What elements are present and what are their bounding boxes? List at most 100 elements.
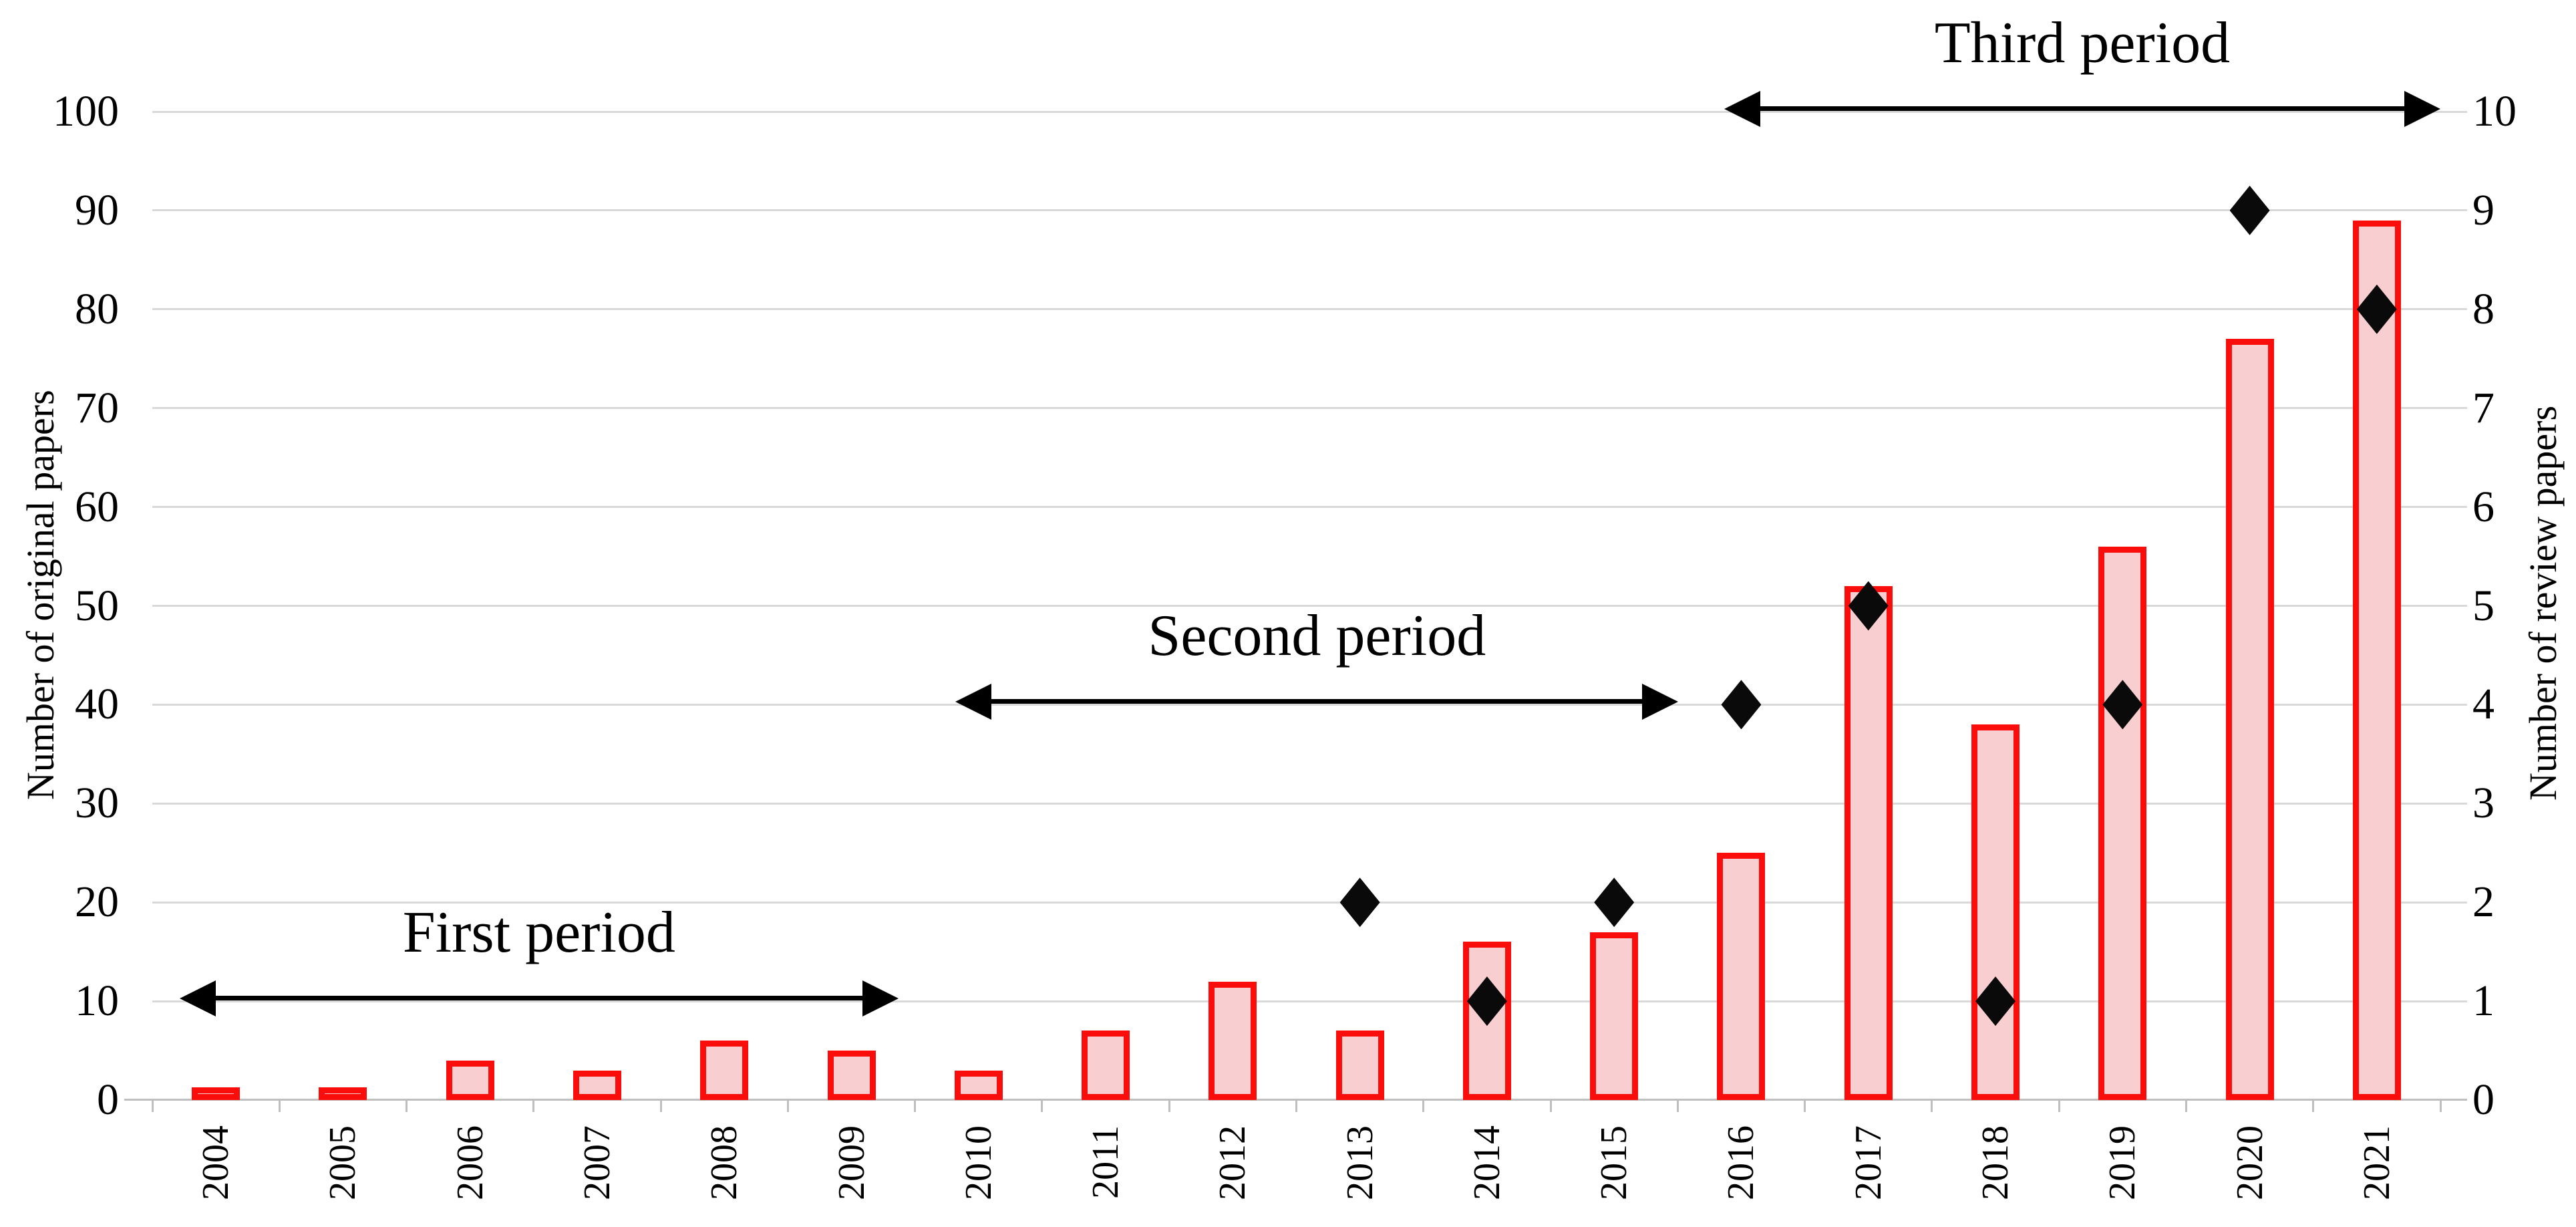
- bar-2007: [573, 1070, 621, 1100]
- marker-2020: [2229, 185, 2270, 235]
- x-axis-label-2011: 2011: [1085, 1125, 1127, 1199]
- gridline-90: [152, 209, 2467, 212]
- right-axis-tick-4: 4: [2472, 680, 2494, 729]
- arrow-right-head-icon: [2404, 91, 2440, 127]
- x-axis-label-2016: 2016: [1720, 1125, 1762, 1200]
- bar-2017: [1844, 585, 1893, 1100]
- left-axis-tick-80: 80: [75, 284, 119, 333]
- marker-2015: [1594, 877, 1635, 928]
- bar-2015: [1590, 932, 1639, 1100]
- bar-2020: [2225, 339, 2274, 1100]
- bar-2013: [1335, 1031, 1384, 1100]
- x-axis-tick: [1168, 1100, 1170, 1112]
- x-axis-tick: [1931, 1100, 1933, 1112]
- x-axis-tick: [1676, 1100, 1679, 1112]
- x-axis-label-2018: 2018: [1975, 1125, 2017, 1200]
- x-axis-label-2004: 2004: [195, 1125, 237, 1200]
- x-axis-tick: [1549, 1100, 1552, 1112]
- x-axis-tick: [1422, 1100, 1425, 1112]
- bar-2011: [1082, 1031, 1130, 1100]
- right-axis-tick-3: 3: [2472, 779, 2494, 828]
- x-axis-label-2010: 2010: [957, 1125, 999, 1200]
- gridline-20: [152, 901, 2467, 904]
- x-axis-tick: [278, 1100, 281, 1112]
- x-axis-tick: [2185, 1100, 2187, 1112]
- x-axis-tick: [151, 1100, 154, 1112]
- x-axis-label-2012: 2012: [1212, 1125, 1254, 1200]
- arrow-right-head-icon: [1642, 684, 1679, 720]
- bar-2012: [1209, 981, 1257, 1100]
- gridline-50: [152, 605, 2467, 607]
- period-arrow-shaft-3: [1754, 106, 2410, 111]
- bar-2009: [827, 1051, 876, 1100]
- x-axis-label-2013: 2013: [1339, 1125, 1381, 1200]
- gridline-40: [152, 703, 2467, 706]
- x-axis-label-2009: 2009: [830, 1125, 872, 1200]
- arrow-left-head-icon: [180, 980, 216, 1017]
- bar-2010: [954, 1070, 1003, 1100]
- x-axis-label-2015: 2015: [1593, 1125, 1635, 1200]
- x-axis-label-2006: 2006: [449, 1125, 491, 1200]
- x-axis-label-2020: 2020: [2229, 1125, 2271, 1200]
- x-axis-label-2019: 2019: [2102, 1125, 2144, 1200]
- right-axis-tick-8: 8: [2472, 284, 2494, 333]
- x-axis-label-2021: 2021: [2356, 1125, 2398, 1200]
- left-axis-tick-100: 100: [53, 87, 119, 136]
- right-axis-tick-1: 1: [2472, 976, 2494, 1026]
- right-axis-tick-7: 7: [2472, 383, 2494, 432]
- x-axis-tick: [659, 1100, 662, 1112]
- period-arrow-shaft-1: [210, 996, 868, 1001]
- bar-2006: [446, 1060, 494, 1100]
- gridline-10: [152, 1000, 2467, 1002]
- x-axis-tick: [1295, 1100, 1297, 1112]
- x-axis-tick: [2439, 1100, 2442, 1112]
- x-axis-label-2017: 2017: [1847, 1125, 1889, 1200]
- x-axis-tick: [1041, 1100, 1043, 1112]
- bar-2008: [700, 1041, 749, 1100]
- x-axis-tick: [2058, 1100, 2060, 1112]
- x-axis-tick: [914, 1100, 917, 1112]
- bar-2004: [192, 1087, 240, 1100]
- right-axis-tick-0: 0: [2472, 1075, 2494, 1124]
- x-axis-tick: [406, 1100, 408, 1112]
- period-label-1: First period: [402, 900, 675, 966]
- marker-2013: [1339, 877, 1380, 928]
- bar-2018: [1971, 724, 2020, 1100]
- left-axis-tick-60: 60: [75, 482, 119, 531]
- gridline-100: [152, 110, 2467, 113]
- gridline-30: [152, 802, 2467, 805]
- left-axis-tick-40: 40: [75, 680, 119, 729]
- x-axis-tick: [1804, 1100, 1806, 1112]
- plot-area: 0 0 10 1 20 2 30 3 40 4 50 5 60 6 70 7 80 8 90 9 100 10 2004 20…: [53, 11, 2517, 1200]
- marker-2016: [1721, 680, 1762, 730]
- arrow-left-head-icon: [955, 684, 992, 720]
- right-axis-tick-9: 9: [2472, 185, 2494, 235]
- left-axis-tick-50: 50: [75, 581, 119, 630]
- right-axis-tick-6: 6: [2472, 482, 2494, 531]
- right-axis-tick-5: 5: [2472, 581, 2494, 630]
- left-axis-tick-70: 70: [75, 383, 119, 432]
- left-axis-tick-0: 0: [97, 1075, 119, 1124]
- x-axis-label-2008: 2008: [703, 1125, 746, 1200]
- left-axis-tick-10: 10: [75, 976, 119, 1026]
- x-axis-label-2007: 2007: [576, 1125, 618, 1200]
- x-axis-tick: [2312, 1100, 2315, 1112]
- x-axis-label-2005: 2005: [322, 1125, 364, 1200]
- arrow-left-head-icon: [1724, 91, 1760, 127]
- right-axis-tick-2: 2: [2472, 877, 2494, 927]
- x-axis-line: [124, 1099, 2467, 1101]
- left-axis-tick-20: 20: [75, 877, 119, 927]
- bar-2021: [2352, 220, 2401, 1100]
- bar-2016: [1717, 853, 1766, 1100]
- x-axis-label-2014: 2014: [1466, 1125, 1508, 1200]
- period-label-3: Third period: [1934, 11, 2231, 76]
- bar-2019: [2098, 546, 2147, 1100]
- x-axis-tick: [532, 1100, 535, 1112]
- x-axis-tick: [786, 1100, 789, 1112]
- arrow-right-head-icon: [862, 980, 899, 1017]
- gridline-60: [152, 506, 2467, 509]
- gridline-80: [152, 308, 2467, 311]
- right-axis-tick-10: 10: [2472, 87, 2517, 136]
- left-axis-tick-90: 90: [75, 185, 119, 235]
